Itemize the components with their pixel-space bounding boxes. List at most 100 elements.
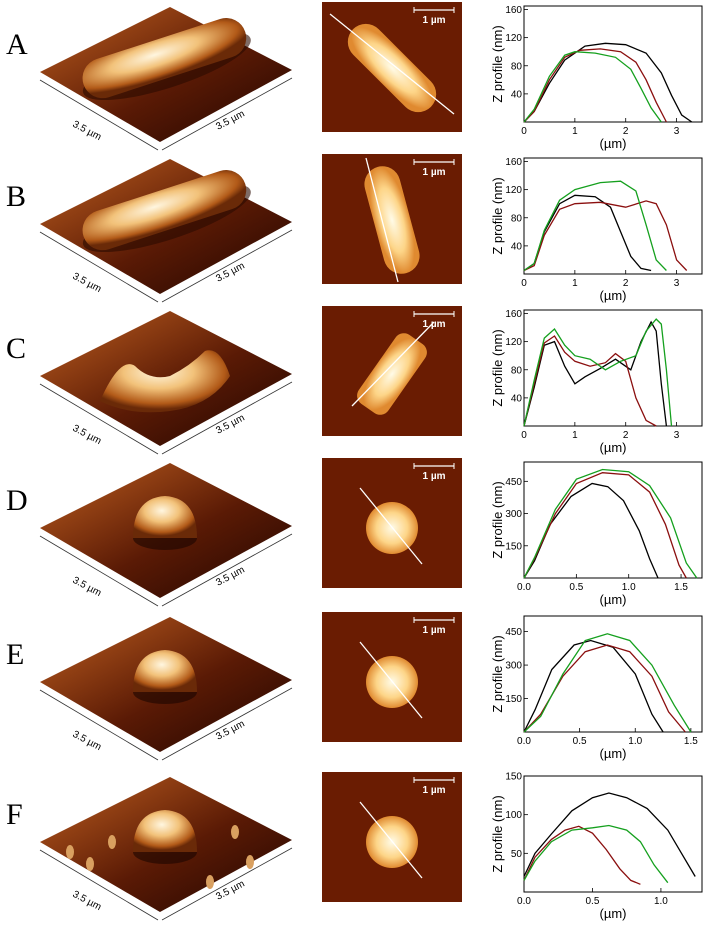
afm-height-image-a: 1 µm <box>322 2 462 132</box>
x-axis-label: (µm) <box>600 592 627 607</box>
scale-bar-label: 1 µm <box>423 471 446 482</box>
panel-letter-c: C <box>6 332 27 365</box>
x-tick-label: 0.5 <box>586 896 600 907</box>
afm-3d-view-c: 3.5 µm 3.5 µm <box>30 306 300 456</box>
series-line-red <box>523 825 641 885</box>
surface-bump <box>246 855 254 869</box>
afm-height-image-f: 1 µm <box>322 772 462 902</box>
plot-frame <box>523 157 703 275</box>
series-line-black <box>523 482 659 579</box>
profile-line <box>329 13 455 115</box>
series-line-black <box>523 320 668 427</box>
y-axis-label: Z profile (nm) <box>490 25 505 102</box>
y-tick-label: 120 <box>505 185 522 196</box>
series-line-red <box>523 644 686 733</box>
surface-bump <box>206 875 214 889</box>
y-tick-label: 160 <box>505 157 522 168</box>
series-line-black <box>523 42 693 123</box>
series-line-green <box>523 318 673 427</box>
scale-bar-label: 1 µm <box>423 625 446 636</box>
y-tick-label: 80 <box>511 365 523 376</box>
series-line-green <box>523 824 669 884</box>
y-axis-label: Z profile (nm) <box>490 795 505 872</box>
x-tick-label: 0.0 <box>517 582 531 593</box>
axis-dimension-label: 3.5 µm <box>71 119 103 143</box>
y-tick-label: 150 <box>505 772 522 783</box>
plot-frame <box>523 5 703 123</box>
y-tick-label: 100 <box>505 810 522 821</box>
plot-frame <box>523 775 703 893</box>
afm-height-image-b: 1 µm <box>322 154 462 284</box>
x-tick-label: 2 <box>623 278 629 289</box>
z-profile-chart-c: 40 80 120 160 0 1 2 3 Z profile (nm) (µm) <box>490 304 706 456</box>
panel-letter-a: A <box>6 28 28 61</box>
axis-dimension-label: 3.5 µm <box>71 423 103 447</box>
x-tick-label: 1 <box>572 278 578 289</box>
y-tick-label: 40 <box>511 241 523 252</box>
axis-dimension-label: 3.5 µm <box>71 729 103 753</box>
surface-bump <box>66 845 74 859</box>
y-tick-label: 40 <box>511 393 523 404</box>
profile-line <box>365 157 399 283</box>
scale-bar-label: 1 µm <box>423 785 446 796</box>
series-line-green <box>523 633 692 733</box>
x-tick-label: 0 <box>521 278 527 289</box>
series-line-green <box>523 51 662 123</box>
series-line-green <box>523 180 667 272</box>
axis-dimension-label: 3.5 µm <box>71 889 103 913</box>
y-tick-label: 40 <box>511 89 523 100</box>
scale-bar-label: 1 µm <box>423 15 446 26</box>
x-tick-label: 0.5 <box>569 582 583 593</box>
afm-3d-view-a: 3.5 µm 3.5 µm <box>30 2 300 152</box>
y-tick-label: 300 <box>505 661 522 672</box>
x-tick-label: 1.0 <box>654 896 668 907</box>
y-tick-label: 450 <box>505 627 522 638</box>
series-line-green <box>523 468 698 579</box>
y-tick-label: 120 <box>505 33 522 44</box>
surface-bump <box>108 835 116 849</box>
x-tick-label: 3 <box>674 278 680 289</box>
surface-bump <box>86 857 94 871</box>
y-tick-label: 160 <box>505 309 522 320</box>
x-axis-label: (µm) <box>600 440 627 455</box>
y-tick-label: 300 <box>505 509 522 520</box>
z-profile-chart-b: 40 80 120 160 0 1 2 3 Z profile (nm) (µm) <box>490 152 706 304</box>
afm-height-image-c: 1 µm <box>322 306 462 436</box>
x-tick-label: 1 <box>572 126 578 137</box>
panel-letter-b: B <box>6 180 27 213</box>
panel-letter-d: D <box>6 484 28 517</box>
x-axis-label: (µm) <box>600 136 627 151</box>
z-profile-chart-a: 40 80 120 160 0 1 2 3 Z profile (nm) (µm) <box>490 0 706 152</box>
plot-frame <box>523 615 703 733</box>
y-tick-label: 80 <box>511 61 523 72</box>
axis-dimension-label: 3.5 µm <box>71 271 103 295</box>
x-axis-label: (µm) <box>600 906 627 921</box>
afm-height-image-d: 1 µm <box>322 458 462 588</box>
x-tick-label: 1.5 <box>674 582 688 593</box>
x-tick-label: 1 <box>572 430 578 441</box>
y-tick-label: 150 <box>505 541 522 552</box>
scale-bar-label: 1 µm <box>423 167 446 178</box>
y-tick-label: 450 <box>505 477 522 488</box>
x-tick-label: 0.5 <box>573 736 587 747</box>
afm-3d-view-f: 3.5 µm 3.5 µm <box>30 772 300 922</box>
x-axis-label: (µm) <box>600 746 627 761</box>
scale-bar-label: 1 µm <box>423 319 446 330</box>
x-tick-label: 0 <box>521 430 527 441</box>
panel-letter-f: F <box>6 798 23 831</box>
profile-line <box>359 641 423 719</box>
series-line-red <box>523 335 657 427</box>
afm-height-image-e: 1 µm <box>322 612 462 742</box>
z-profile-chart-f: 50 100 150 0.0 0.5 1.0 Z profile (nm) (µm) <box>490 770 706 922</box>
profile-line <box>351 321 435 407</box>
x-tick-label: 1.0 <box>628 736 642 747</box>
panel-letter-e: E <box>6 638 25 671</box>
x-tick-label: 3 <box>674 430 680 441</box>
series-line-red <box>523 472 687 579</box>
y-tick-label: 150 <box>505 694 522 705</box>
axis-dimension-label: 3.5 µm <box>71 575 103 599</box>
x-tick-label: 0.0 <box>517 896 531 907</box>
surface-bump <box>231 825 239 839</box>
series-line-red <box>523 200 688 272</box>
y-tick-label: 80 <box>511 213 523 224</box>
